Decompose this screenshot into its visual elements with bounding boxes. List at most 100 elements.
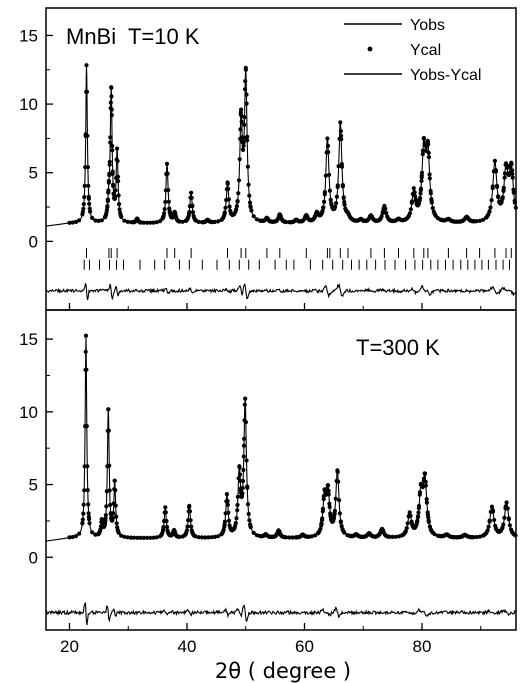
ycal-point xyxy=(335,469,340,475)
ycal-point xyxy=(335,183,340,188)
ycal-point xyxy=(113,194,118,199)
ycal-point xyxy=(70,220,75,225)
ycal-point xyxy=(116,193,121,198)
ycal-point xyxy=(489,504,494,509)
ycal-point xyxy=(224,492,229,497)
ycal-point xyxy=(416,510,421,515)
ycal-point xyxy=(90,530,95,535)
ycal-point xyxy=(407,510,412,515)
ycal-point xyxy=(242,436,247,441)
ycal-point xyxy=(116,179,121,184)
ycal-point xyxy=(327,188,332,193)
ycal-point xyxy=(341,195,346,201)
ycal-point xyxy=(419,170,425,175)
ycal-point xyxy=(379,214,384,219)
ycal-point xyxy=(141,220,146,225)
ycal-point xyxy=(113,488,118,493)
ycal-point xyxy=(492,517,497,523)
y-tick-label: 15 xyxy=(19,330,38,349)
ycal-point xyxy=(248,525,253,530)
ycal-point xyxy=(117,207,122,212)
ycal-point xyxy=(235,494,240,499)
panel-10k-difference-line xyxy=(45,282,516,301)
ycal-point xyxy=(427,176,432,181)
ycal-point xyxy=(151,535,156,540)
ycal-point xyxy=(110,143,115,149)
ycal-point xyxy=(320,506,326,511)
ycal-point xyxy=(106,178,111,184)
ycal-point xyxy=(226,186,231,191)
ycal-point xyxy=(326,492,331,497)
ycal-point xyxy=(227,204,232,209)
ycal-point xyxy=(244,458,249,463)
ycal-point xyxy=(81,502,86,507)
ycal-point xyxy=(342,530,347,535)
ycal-point xyxy=(88,209,93,214)
ycal-point xyxy=(237,472,243,477)
ycal-point xyxy=(243,67,248,72)
ycal-point xyxy=(106,407,111,412)
ycal-point xyxy=(241,467,246,473)
ycal-point xyxy=(337,511,342,516)
panel-300k: 15 10 5 0 T=300 K xyxy=(19,309,518,631)
ycal-point xyxy=(103,513,108,518)
ycal-point xyxy=(338,129,343,134)
ycal-point xyxy=(417,196,423,201)
ycal-point xyxy=(145,535,150,540)
ycal-point xyxy=(333,204,338,209)
ycal-point xyxy=(242,87,248,92)
ycal-point xyxy=(235,508,240,513)
ycal-point xyxy=(212,219,217,224)
ycal-point xyxy=(225,181,230,186)
ycal-point xyxy=(387,534,392,539)
ycal-point xyxy=(496,195,501,200)
ycal-point xyxy=(212,534,217,540)
ycal-point xyxy=(132,535,137,540)
ycal-point xyxy=(203,535,208,540)
ycal-point xyxy=(237,157,242,162)
ycal-point xyxy=(151,220,156,225)
ycal-point xyxy=(114,514,119,519)
ycal-point xyxy=(321,497,326,502)
panel-10k-bragg-ticks xyxy=(83,248,512,270)
ycal-point xyxy=(216,219,221,224)
ycal-point xyxy=(87,206,92,211)
ycal-point xyxy=(154,535,159,540)
ycal-point xyxy=(70,534,75,540)
ycal-point xyxy=(495,184,500,189)
ycal-point xyxy=(241,454,246,459)
ycal-point xyxy=(241,478,246,484)
ycal-point xyxy=(177,534,182,539)
ycal-point xyxy=(241,140,246,145)
ycal-point xyxy=(245,134,250,139)
ycal-point xyxy=(412,190,417,195)
ycal-point xyxy=(87,517,92,522)
ycal-point xyxy=(161,525,166,530)
ycal-point xyxy=(332,508,337,513)
ycal-point xyxy=(241,135,247,140)
ycal-point xyxy=(122,218,127,223)
ycal-point xyxy=(96,218,101,223)
ycal-point xyxy=(247,518,252,523)
ycal-point xyxy=(83,349,88,354)
ycal-point xyxy=(423,479,428,484)
ycal-point xyxy=(163,199,168,205)
ycal-point xyxy=(81,511,86,516)
legend-label: Yobs xyxy=(410,17,445,34)
ycal-point xyxy=(322,199,327,204)
ycal-point xyxy=(336,164,341,169)
ycal-point xyxy=(247,200,253,205)
ycal-point xyxy=(422,471,427,476)
ycal-point xyxy=(109,94,114,99)
ycal-point xyxy=(190,210,196,215)
ycal-point xyxy=(320,208,325,214)
ycal-point xyxy=(487,518,492,523)
ycal-point xyxy=(108,135,113,140)
ycal-point xyxy=(474,219,479,224)
ycal-point xyxy=(196,535,201,540)
ycal-point xyxy=(84,89,90,94)
ycal-point xyxy=(413,194,418,199)
ycal-point xyxy=(166,188,171,193)
ycal-point xyxy=(509,161,514,167)
